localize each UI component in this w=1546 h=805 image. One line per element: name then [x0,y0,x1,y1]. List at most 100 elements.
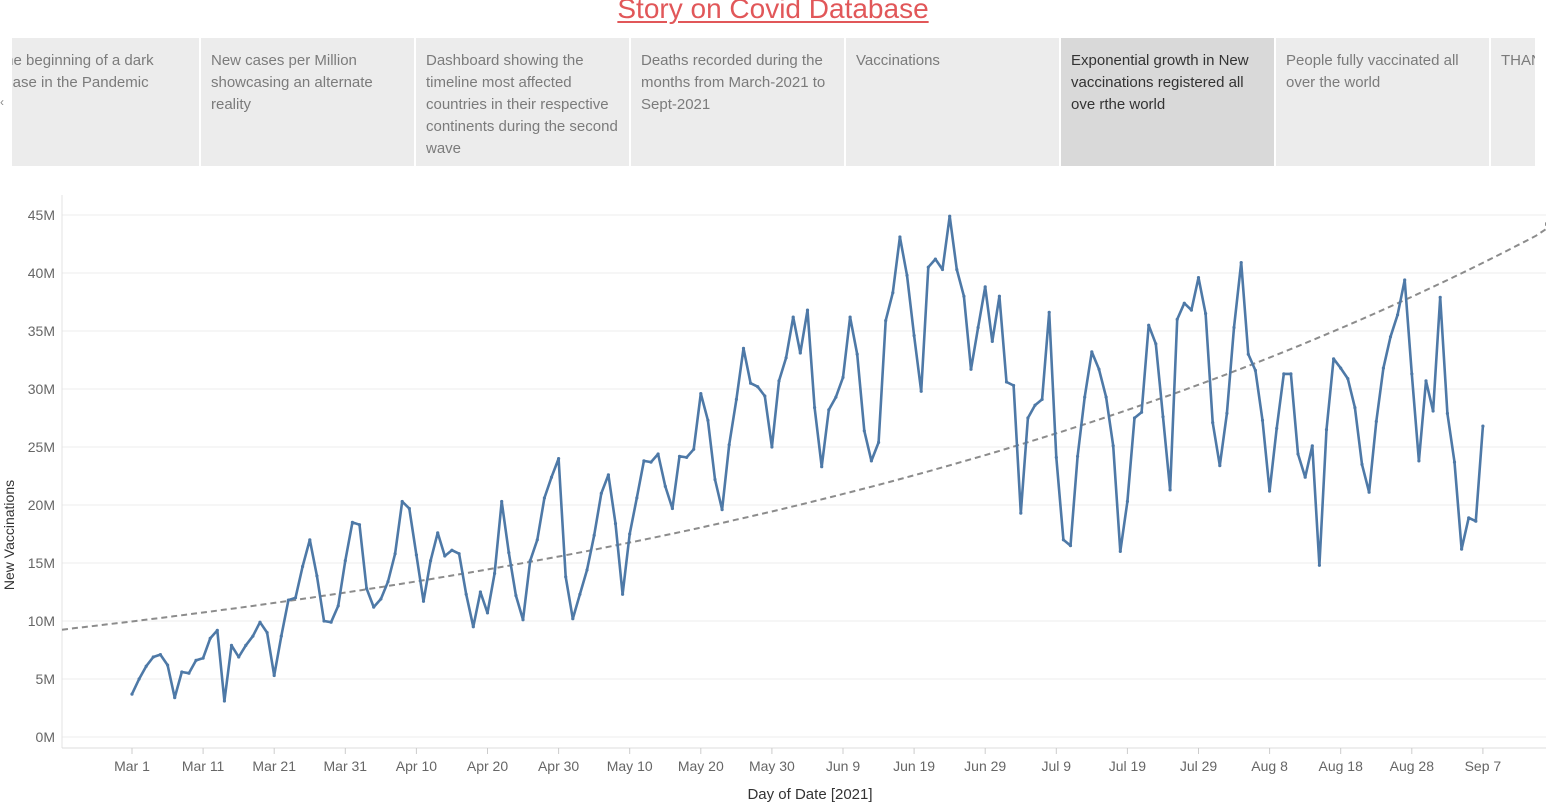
data-point[interactable] [471,625,475,629]
data-point[interactable] [656,452,660,456]
data-point[interactable] [343,559,347,563]
data-point[interactable] [1211,421,1215,425]
data-point[interactable] [1253,368,1257,372]
data-point[interactable] [1132,416,1137,420]
data-point[interactable] [1061,538,1065,542]
data-point[interactable] [500,499,504,504]
data-point[interactable] [919,389,923,393]
data-point[interactable] [869,459,874,463]
data-point[interactable] [379,597,383,601]
data-point[interactable] [1403,278,1407,282]
data-point[interactable] [1083,395,1087,399]
data-point[interactable] [564,575,568,579]
data-point[interactable] [962,294,966,298]
data-point[interactable] [286,598,290,602]
data-point[interactable] [222,699,226,703]
data-point[interactable] [884,319,888,323]
data-point[interactable] [1275,426,1279,430]
data-point[interactable] [635,496,639,500]
data-point[interactable] [1260,418,1265,422]
data-point[interactable] [1019,511,1023,515]
data-point[interactable] [478,590,482,594]
data-point[interactable] [1004,380,1009,384]
data-point[interactable] [1076,454,1080,458]
data-point[interactable] [1381,366,1385,370]
data-point[interactable] [1396,313,1400,317]
data-point[interactable] [990,339,994,343]
data-point[interactable] [1268,489,1272,493]
story-point-exponential-growth[interactable]: Exponential growth in New vaccinations r… [1061,38,1274,166]
data-point[interactable] [1033,403,1037,407]
data-point[interactable] [336,604,340,608]
data-point[interactable] [649,460,653,464]
data-point[interactable] [1182,301,1186,305]
data-point[interactable] [898,235,902,239]
data-point[interactable] [1168,488,1172,492]
data-point[interactable] [1332,357,1336,361]
data-point[interactable] [926,265,930,269]
data-point[interactable] [549,475,554,479]
data-point[interactable] [1154,342,1158,346]
data-point[interactable] [258,620,262,624]
story-point-thank-you[interactable]: THANK YOU [1491,38,1535,166]
data-point[interactable] [315,574,319,578]
data-point[interactable] [173,696,177,700]
data-point[interactable] [1324,428,1329,432]
data-point[interactable] [585,568,589,572]
data-point[interactable] [329,620,333,624]
new-vaccinations-line[interactable] [130,214,1485,703]
data-point[interactable] [557,457,561,461]
data-point[interactable] [820,465,824,469]
data-point[interactable] [350,520,354,524]
data-point[interactable] [877,440,881,444]
story-point-fully-vaccinated[interactable]: People fully vaccinated all over the wor… [1276,38,1489,166]
data-point[interactable] [1068,544,1073,548]
data-point[interactable] [621,592,625,596]
data-point[interactable] [443,554,447,558]
data-point[interactable] [393,552,397,556]
data-point[interactable] [279,634,283,638]
data-point[interactable] [1360,462,1364,466]
data-point[interactable] [571,617,575,621]
data-point[interactable] [1239,261,1243,265]
data-point[interactable] [834,395,838,399]
data-point[interactable] [1218,464,1222,468]
data-point[interactable] [1161,415,1165,419]
data-point[interactable] [948,214,952,218]
data-point[interactable] [237,655,241,659]
data-point[interactable] [215,628,219,632]
data-point[interactable] [699,392,703,396]
data-point[interactable] [905,273,909,277]
data-point[interactable] [813,406,817,410]
data-point[interactable] [976,325,980,330]
data-point[interactable] [357,523,362,527]
data-point[interactable] [180,670,184,674]
data-point[interactable] [1474,519,1478,523]
data-point[interactable] [151,655,155,659]
data-point[interactable] [272,673,276,678]
data-point[interactable] [1047,310,1051,314]
data-point[interactable] [670,506,675,511]
data-point[interactable] [798,351,802,355]
data-point[interactable] [720,508,724,512]
data-point[interactable] [414,553,418,557]
data-point[interactable] [493,571,497,575]
previous-arrow-icon[interactable]: ‹ [0,38,12,166]
data-point[interactable] [1481,424,1485,428]
data-point[interactable] [166,663,170,667]
data-point[interactable] [201,656,205,660]
data-point[interactable] [1026,416,1030,420]
data-point[interactable] [1353,406,1357,410]
data-point[interactable] [535,538,539,542]
data-point[interactable] [386,580,390,584]
data-point[interactable] [1090,350,1094,354]
data-point[interactable] [1125,499,1129,504]
data-point[interactable] [1140,410,1144,414]
data-point[interactable] [727,443,731,447]
data-point[interactable] [1445,411,1449,415]
data-point[interactable] [1104,395,1108,399]
data-point[interactable] [1204,312,1208,316]
data-point[interactable] [429,559,433,563]
data-point[interactable] [400,499,404,504]
data-point[interactable] [692,447,696,451]
